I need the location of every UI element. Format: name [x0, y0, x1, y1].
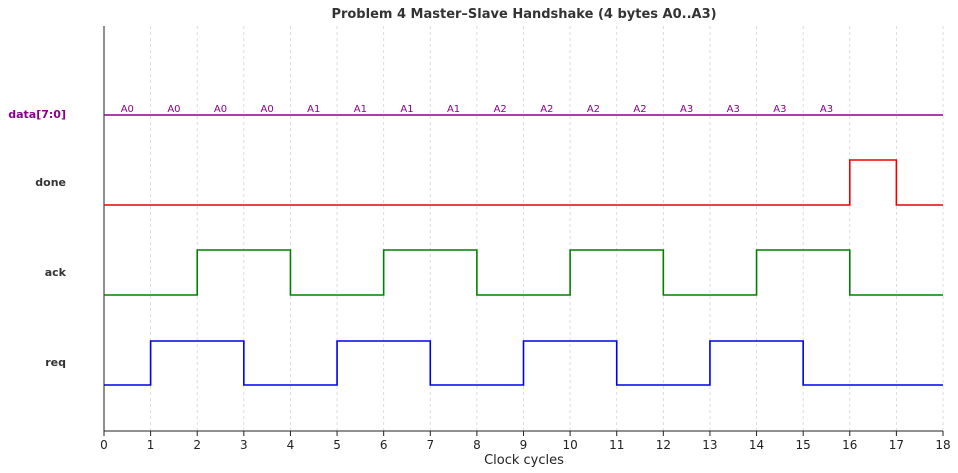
- signal-ack: ack: [45, 249, 943, 296]
- x-tick-label: 5: [333, 438, 341, 452]
- bus-value-label: A0: [121, 104, 134, 115]
- x-tick-label: 15: [796, 438, 811, 452]
- x-tick-label: 0: [100, 438, 108, 452]
- signals: req ack done data[7:0] A0 A0 A0 A0 A1 A1 A1 A1 A2 A2 A…: [8, 104, 943, 386]
- x-tick-label: 3: [240, 438, 248, 452]
- signal-label: req: [45, 356, 66, 369]
- axes: 0 1 2 3 4 5 6 7 8 9 10 11 12 13 14 15 16 17 18: [100, 26, 951, 452]
- signal-label: done: [35, 176, 66, 189]
- x-tick-label: 14: [749, 438, 764, 452]
- bus-value-label: A1: [307, 104, 320, 115]
- bus-value-label: A2: [633, 104, 646, 115]
- x-tick-label: 6: [380, 438, 388, 452]
- signal-waveform: [104, 159, 943, 206]
- x-tick-label: 11: [609, 438, 624, 452]
- signal-req: req: [45, 340, 943, 386]
- x-tick-label: 9: [520, 438, 528, 452]
- x-tick-label: 8: [473, 438, 481, 452]
- signal-waveform: [104, 340, 943, 386]
- bus-value-label: A0: [167, 104, 180, 115]
- x-tick-label: 16: [842, 438, 857, 452]
- x-tick-label: 10: [562, 438, 577, 452]
- x-tick-label: 18: [935, 438, 950, 452]
- bus-value-label: A1: [447, 104, 460, 115]
- x-tick-label: 1: [147, 438, 155, 452]
- x-tick-label: 7: [426, 438, 434, 452]
- bus-value-label: A2: [494, 104, 507, 115]
- bus-value-label: A3: [727, 104, 740, 115]
- x-tick-label: 2: [193, 438, 201, 452]
- signal-waveform: [104, 249, 943, 296]
- bus-value-label: A2: [540, 104, 553, 115]
- bus-value-label: A2: [587, 104, 600, 115]
- bus-value-label: A3: [820, 104, 833, 115]
- signal-data70: data[7:0] A0 A0 A0 A0 A1 A1 A1 A1 A2 A2 A2 A2 A3 A3 A3 A…: [8, 104, 943, 121]
- signal-label: ack: [45, 266, 67, 279]
- signal-label: data[7:0]: [8, 108, 66, 121]
- x-tick-label: 17: [889, 438, 904, 452]
- bus-value-label: A0: [261, 104, 274, 115]
- x-tick-label: 13: [702, 438, 717, 452]
- bus-value-label: A3: [680, 104, 693, 115]
- bus-value-label: A0: [214, 104, 227, 115]
- x-tick-label: 4: [287, 438, 295, 452]
- signal-done: done: [35, 159, 943, 206]
- bus-value-label: A1: [400, 104, 413, 115]
- chart-title: Problem 4 Master–Slave Handshake (4 byte…: [331, 7, 716, 22]
- x-tick-label: 12: [656, 438, 671, 452]
- x-axis-label: Clock cycles: [484, 453, 564, 468]
- grid: [150, 26, 944, 431]
- bus-value-label: A1: [354, 104, 367, 115]
- bus-value-label: A3: [773, 104, 786, 115]
